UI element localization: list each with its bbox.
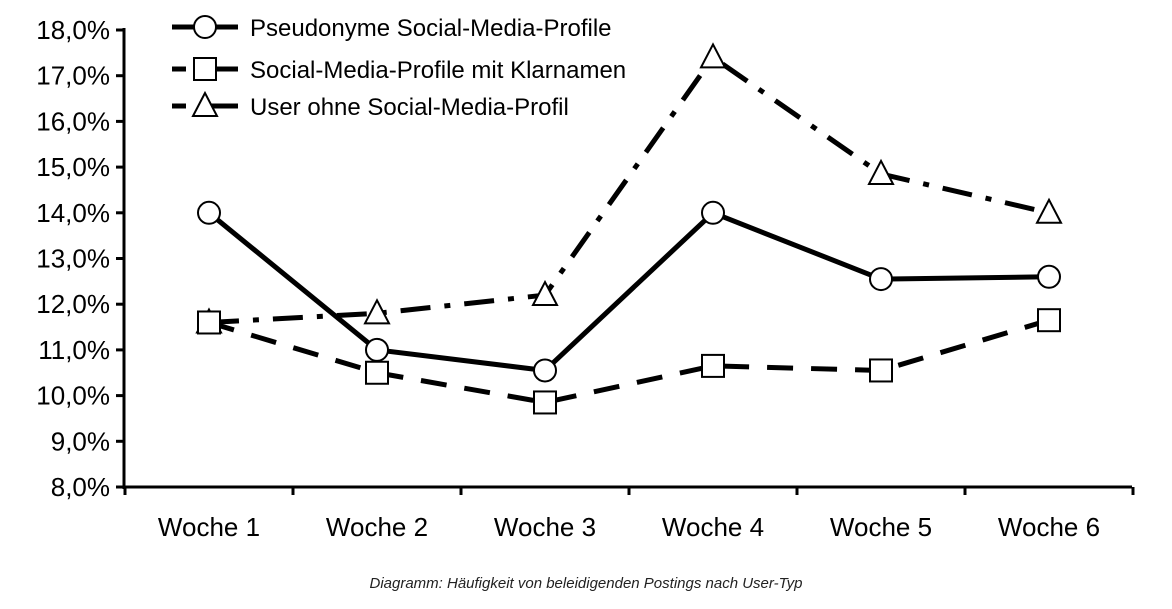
data-point-circle — [869, 267, 893, 292]
series-layer — [195, 42, 1063, 415]
series-1 — [197, 200, 1061, 383]
data-point-triangle — [1035, 197, 1063, 224]
y-tick-label: 13,0% — [36, 244, 110, 274]
y-tick-label: 17,0% — [36, 61, 110, 91]
data-point-square — [701, 353, 725, 378]
series-2 — [197, 308, 1061, 415]
series-line — [207, 210, 1050, 373]
legend-entry-2: Social-Media-Profile mit Klarnamen — [172, 57, 626, 84]
data-point-square — [1037, 308, 1061, 333]
legend-marker-triangle — [191, 90, 219, 117]
axes: 8,0% 9,0% 10,0% 11,0% 12,0% 13,0% 14,0% 15,0% 16… — [36, 15, 1135, 542]
legend-entry-3: User ohne Social-Media-Profil — [172, 90, 569, 121]
data-point-triangle — [699, 42, 727, 69]
x-tick-label: Woche 3 — [494, 512, 596, 542]
series-line — [208, 54, 1050, 325]
data-point-circle — [365, 337, 389, 362]
legend: Pseudonyme Social-Media-Profile Social-Me… — [172, 15, 626, 121]
data-point-square — [533, 390, 557, 415]
y-tick-label: 12,0% — [36, 289, 110, 319]
y-tick-label: 8,0% — [51, 472, 110, 502]
x-tick-label: Woche 4 — [662, 512, 764, 542]
y-tick-label: 10,0% — [36, 381, 110, 411]
legend-label: Pseudonyme Social-Media-Profile — [250, 15, 612, 42]
legend-marker-circle — [193, 15, 217, 39]
x-tick-label: Woche 5 — [830, 512, 932, 542]
legend-label: User ohne Social-Media-Profil — [250, 94, 569, 121]
y-tick-label: 14,0% — [36, 198, 110, 228]
data-point-square — [365, 360, 389, 385]
data-point-triangle — [363, 298, 391, 325]
y-tick-label: 11,0% — [38, 335, 110, 365]
data-point-square — [869, 358, 893, 383]
data-point-circle — [701, 200, 725, 225]
series-line — [208, 317, 1050, 405]
x-tick-label: Woche 6 — [998, 512, 1100, 542]
y-tick-label: 16,0% — [36, 106, 110, 136]
y-tick-label: 15,0% — [36, 152, 110, 182]
chart-caption: Diagramm: Häufigkeit von beleidigenden P… — [369, 575, 803, 592]
legend-marker-square — [193, 57, 217, 81]
y-tick-label: 9,0% — [51, 426, 110, 456]
data-point-triangle — [867, 158, 895, 185]
data-point-circle — [533, 358, 557, 383]
y-tick-label: 18,0% — [36, 15, 110, 45]
data-point-circle — [197, 200, 221, 225]
data-point-circle — [1037, 264, 1061, 289]
data-point-square — [197, 310, 221, 335]
x-tick-label: Woche 2 — [326, 512, 428, 542]
x-tick-label: Woche 1 — [158, 512, 260, 542]
legend-entry-1: Pseudonyme Social-Media-Profile — [172, 15, 612, 42]
legend-label: Social-Media-Profile mit Klarnamen — [250, 57, 626, 84]
data-point-triangle — [531, 279, 559, 307]
